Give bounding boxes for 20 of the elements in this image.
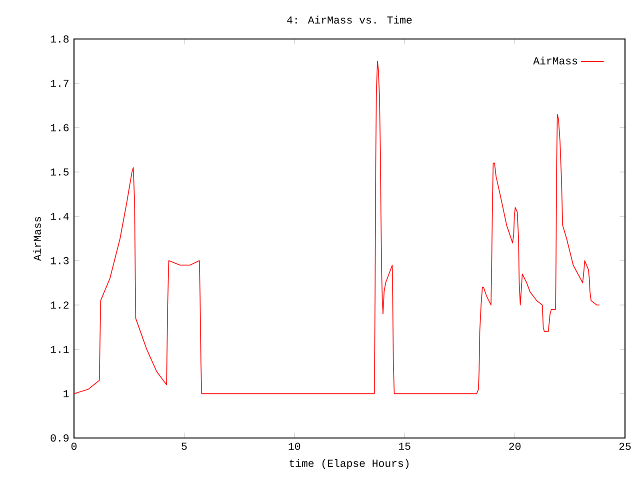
y-tick-label: 0.9 <box>50 434 69 442</box>
x-tick-label: 5 <box>182 442 187 450</box>
x-tick-label: 15 <box>398 442 410 450</box>
y-axis-title: AirMass <box>33 216 41 261</box>
y-tick-label: 1 <box>64 390 69 398</box>
x-tick-label: 0 <box>71 442 77 450</box>
y-tick-label: 1.8 <box>50 35 69 43</box>
y-tick-label: 1.1 <box>50 346 69 353</box>
y-tick-label: 1.2 <box>50 301 69 309</box>
x-axis-title: time (Elapse Hours) <box>290 459 408 470</box>
legend-label: AirMass <box>533 56 578 64</box>
y-tick-label: 1.5 <box>50 168 69 176</box>
y-tick-label: 1.3 <box>50 257 69 264</box>
x-tick-label: 10 <box>288 442 300 450</box>
y-tick-label: 1.6 <box>50 124 69 132</box>
y-tick-label: 1.4 <box>50 212 69 220</box>
y-tick-label: 1.7 <box>50 80 68 87</box>
x-tick-label: 20 <box>509 442 521 450</box>
x-tick-label: 25 <box>619 442 631 450</box>
chart-title: 4: AirMass vs. Time <box>287 16 412 24</box>
